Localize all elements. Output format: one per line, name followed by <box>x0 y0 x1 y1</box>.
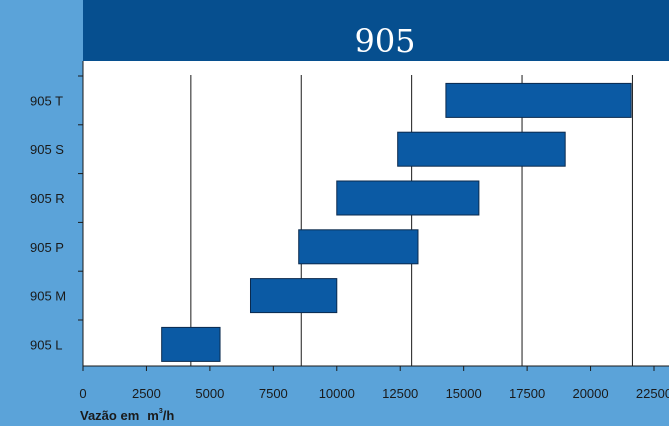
range-bar-905-s <box>397 131 566 167</box>
x-tick-label-10000: 10000 <box>319 386 355 401</box>
x-tick-label-5000: 5000 <box>195 386 224 401</box>
chart-title: 905 <box>354 22 415 60</box>
y-axis-labels: 905 T 905 S 905 R 905 P 905 M 905 L <box>30 93 66 352</box>
range-bar-905-r <box>336 180 480 216</box>
y-axis-ticks <box>78 75 83 321</box>
x-tick-label-17500: 17500 <box>509 386 545 401</box>
y-label-905-m: 905 M <box>30 289 66 304</box>
range-bar-905-l <box>161 326 221 362</box>
range-bar-905-m <box>249 278 338 314</box>
vertical-lines <box>190 75 633 366</box>
range-bar-905-p <box>298 229 419 265</box>
y-label-905-p: 905 P <box>30 240 64 255</box>
range-bars <box>161 82 632 362</box>
x-axis-labels: 0 2500 5000 7500 10000 12500 15000 17500 20000 22… <box>79 386 669 401</box>
range-bar-905-t <box>445 82 632 118</box>
x-axis-ticks <box>82 366 655 371</box>
y-label-905-s: 905 S <box>30 142 64 157</box>
x-tick-label-12500: 12500 <box>382 386 418 401</box>
x-tick-label-22500: 22500 <box>636 386 669 401</box>
x-tick-label-15000: 15000 <box>446 386 482 401</box>
title-bar <box>83 0 669 61</box>
x-tick-label-0: 0 <box>79 386 86 401</box>
x-tick-label-20000: 20000 <box>572 386 608 401</box>
y-label-905-l: 905 L <box>30 337 63 352</box>
y-label-905-t: 905 T <box>30 93 63 108</box>
x-tick-label-7500: 7500 <box>259 386 288 401</box>
y-label-905-r: 905 R <box>30 191 65 206</box>
x-axis-label: Vazão em m3/h <box>80 408 174 423</box>
x-tick-label-2500: 2500 <box>132 386 161 401</box>
